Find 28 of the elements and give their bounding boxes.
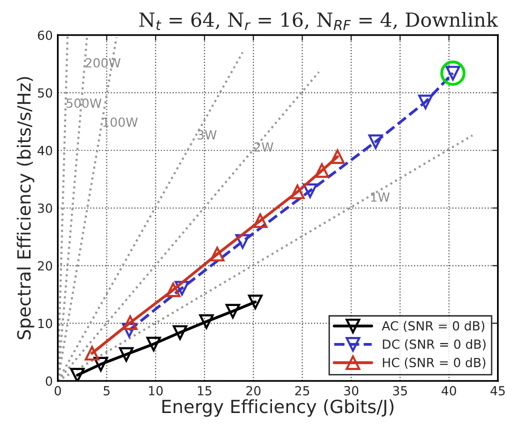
annotation: 1W (371, 192, 390, 202)
x-tick-label: 15 (198, 386, 212, 396)
x-tick-label: 35 (393, 386, 407, 396)
x-axis-title: Energy Efficiency (Gbits/J) (162, 399, 394, 417)
x-tick-label: 5 (104, 386, 110, 396)
chart-title: N$_{t}$ = 64, N$_{r}$ = 16, N$_{RF}$ = 4, Downlink (139, 12, 498, 30)
y-axis-title: Spectral Efficiency (bits/s/Hz) (16, 77, 34, 340)
x-tick-label: 30 (344, 386, 358, 396)
y-tick-label: 50 (38, 88, 52, 98)
legend-label: DC (SNR = 0 dB) (382, 339, 486, 350)
y-tick-label: 0 (46, 376, 52, 386)
annotation: 500W (66, 98, 102, 108)
annotation: 2W (254, 142, 274, 152)
y-tick-label: 30 (38, 203, 52, 213)
x-tick-label: 0 (54, 386, 61, 396)
legend-label: AC (SNR = 0 dB) (382, 320, 484, 332)
x-tick-label: 20 (246, 386, 261, 396)
legend-label: HC (SNR = 0 dB) (382, 358, 486, 369)
y-tick-label: 20 (38, 261, 52, 271)
x-tick-label: 10 (149, 386, 163, 396)
annotation: 100W (103, 117, 138, 127)
annotation: 3W (198, 130, 217, 140)
y-tick-label: 10 (38, 318, 52, 328)
y-tick-label: 40 (38, 146, 52, 156)
x-tick-label: 25 (295, 386, 310, 396)
x-tick-label: 45 (490, 386, 505, 396)
y-tick-label: 60 (38, 30, 52, 40)
x-tick-label: 40 (442, 386, 456, 396)
